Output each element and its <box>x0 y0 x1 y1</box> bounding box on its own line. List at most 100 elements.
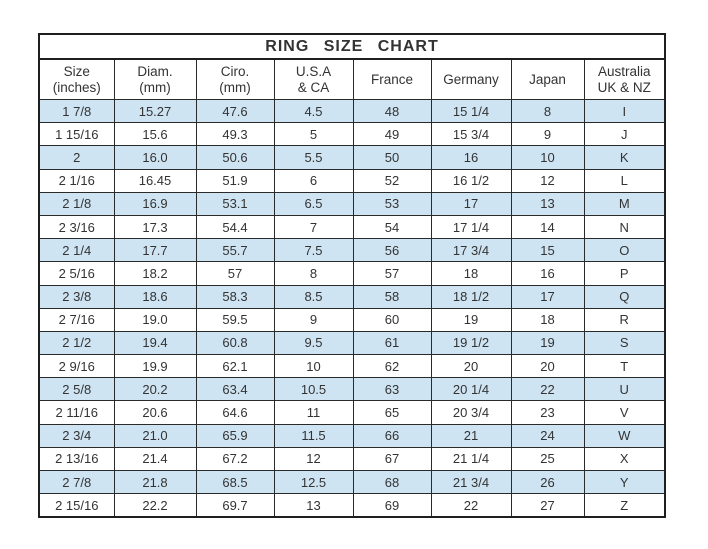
table-cell-japan: 17 <box>510 284 585 309</box>
table-cell-circumference-mm: 59.5 <box>195 307 275 332</box>
table-cell-usa-ca: 9 <box>273 307 354 332</box>
table-cell-japan: 9 <box>510 122 585 147</box>
table-row: 2 1/2 19.4 60.8 9.5 61 19 1/2 19 S <box>38 330 666 356</box>
table-cell-australia-uk-nz: I <box>583 98 666 124</box>
table-cell-size-inches: 2 <box>38 145 115 170</box>
table-cell-circumference-mm: 58.3 <box>195 284 275 309</box>
table-cell-size-inches: 2 7/16 <box>38 307 115 332</box>
table-cell-size-inches: 2 5/8 <box>38 377 115 402</box>
table-cell-usa-ca: 12 <box>273 446 354 472</box>
table-cell-germany: 18 1/2 <box>430 284 512 309</box>
table-cell-circumference-mm: 47.6 <box>195 98 275 124</box>
table-cell-japan: 12 <box>510 168 585 193</box>
table-cell-diameter-mm: 16.0 <box>113 145 197 170</box>
table-cell-germany: 21 3/4 <box>430 469 512 495</box>
table-cell-size-inches: 2 3/16 <box>38 214 115 240</box>
column-header-australia-uk-nz: Australia UK & NZ <box>583 58 666 100</box>
table-cell-japan: 15 <box>510 238 585 263</box>
table-row: 2 5/16 18.2 57 8 57 18 16 P <box>38 261 666 286</box>
table-cell-australia-uk-nz: U <box>583 377 666 402</box>
table-cell-size-inches: 2 5/16 <box>38 261 115 286</box>
table-cell-size-inches: 2 15/16 <box>38 493 115 518</box>
table-cell-france: 50 <box>352 145 432 170</box>
table-cell-circumference-mm: 54.4 <box>195 214 275 240</box>
table-cell-size-inches: 2 1/8 <box>38 191 115 216</box>
table-body: 1 7/8 15.27 47.6 4.5 48 15 1/4 8 I 1 15/… <box>38 98 666 518</box>
table-cell-usa-ca: 7 <box>273 214 354 240</box>
table-cell-circumference-mm: 51.9 <box>195 168 275 193</box>
table-cell-japan: 24 <box>510 423 585 448</box>
table-cell-circumference-mm: 55.7 <box>195 238 275 263</box>
table-cell-diameter-mm: 18.6 <box>113 284 197 309</box>
table-cell-usa-ca: 11 <box>273 400 354 425</box>
table-cell-france: 54 <box>352 214 432 240</box>
table-cell-japan: 27 <box>510 493 585 518</box>
table-cell-germany: 18 <box>430 261 512 286</box>
table-cell-australia-uk-nz: T <box>583 354 666 379</box>
table-cell-australia-uk-nz: Y <box>583 469 666 495</box>
table-cell-japan: 26 <box>510 469 585 495</box>
table-cell-diameter-mm: 21.4 <box>113 446 197 472</box>
table-cell-germany: 20 3/4 <box>430 400 512 425</box>
table-cell-australia-uk-nz: P <box>583 261 666 286</box>
table-cell-australia-uk-nz: M <box>583 191 666 216</box>
table-cell-usa-ca: 8 <box>273 261 354 286</box>
table-cell-usa-ca: 9.5 <box>273 330 354 356</box>
table-cell-france: 65 <box>352 400 432 425</box>
table-row: 1 7/8 15.27 47.6 4.5 48 15 1/4 8 I <box>38 98 666 124</box>
table-cell-diameter-mm: 18.2 <box>113 261 197 286</box>
table-cell-australia-uk-nz: L <box>583 168 666 193</box>
table-cell-diameter-mm: 19.9 <box>113 354 197 379</box>
table-row: 2 3/4 21.0 65.9 11.5 66 21 24 W <box>38 423 666 448</box>
table-cell-germany: 20 1/4 <box>430 377 512 402</box>
column-header-diameter-mm: Diam. (mm) <box>113 58 197 100</box>
table-cell-usa-ca: 5.5 <box>273 145 354 170</box>
table-cell-diameter-mm: 15.27 <box>113 98 197 124</box>
table-cell-circumference-mm: 65.9 <box>195 423 275 448</box>
table-cell-australia-uk-nz: W <box>583 423 666 448</box>
table-cell-germany: 22 <box>430 493 512 518</box>
title-row: RING SIZE CHART <box>38 33 666 60</box>
table-cell-size-inches: 2 11/16 <box>38 400 115 425</box>
table-cell-japan: 19 <box>510 330 585 356</box>
table-row: 2 7/16 19.0 59.5 9 60 19 18 R <box>38 307 666 332</box>
table-cell-germany: 15 1/4 <box>430 98 512 124</box>
table-cell-usa-ca: 6 <box>273 168 354 193</box>
table-row: 2 13/16 21.4 67.2 12 67 21 1/4 25 X <box>38 446 666 472</box>
table-cell-circumference-mm: 67.2 <box>195 446 275 472</box>
table-cell-size-inches: 1 15/16 <box>38 122 115 147</box>
table-cell-diameter-mm: 20.2 <box>113 377 197 402</box>
table-cell-circumference-mm: 49.3 <box>195 122 275 147</box>
table-cell-size-inches: 1 7/8 <box>38 98 115 124</box>
table-cell-diameter-mm: 17.7 <box>113 238 197 263</box>
table-cell-france: 68 <box>352 469 432 495</box>
table-cell-japan: 25 <box>510 446 585 472</box>
table-cell-germany: 17 <box>430 191 512 216</box>
table-row: 2 3/16 17.3 54.4 7 54 17 1/4 14 N <box>38 214 666 240</box>
table-cell-usa-ca: 11.5 <box>273 423 354 448</box>
table-cell-diameter-mm: 22.2 <box>113 493 197 518</box>
table-cell-diameter-mm: 16.45 <box>113 168 197 193</box>
table-row: 2 1/4 17.7 55.7 7.5 56 17 3/4 15 O <box>38 238 666 263</box>
table-cell-usa-ca: 13 <box>273 493 354 518</box>
table-cell-diameter-mm: 19.4 <box>113 330 197 356</box>
table-cell-diameter-mm: 19.0 <box>113 307 197 332</box>
table-cell-usa-ca: 5 <box>273 122 354 147</box>
table-row: 2 5/8 20.2 63.4 10.5 63 20 1/4 22 U <box>38 377 666 402</box>
table-cell-diameter-mm: 21.0 <box>113 423 197 448</box>
table-cell-france: 58 <box>352 284 432 309</box>
table-cell-size-inches: 2 3/4 <box>38 423 115 448</box>
table-cell-size-inches: 2 1/2 <box>38 330 115 356</box>
table-cell-france: 56 <box>352 238 432 263</box>
table-cell-france: 61 <box>352 330 432 356</box>
table-cell-size-inches: 2 1/16 <box>38 168 115 193</box>
table-row: 2 1/16 16.45 51.9 6 52 16 1/2 12 L <box>38 168 666 193</box>
table-cell-australia-uk-nz: Q <box>583 284 666 309</box>
ring-size-chart: RING SIZE CHART Size (inches) Diam. (mm)… <box>38 33 666 519</box>
table-cell-germany: 19 1/2 <box>430 330 512 356</box>
table-cell-germany: 19 <box>430 307 512 332</box>
table-cell-australia-uk-nz: S <box>583 330 666 356</box>
table-cell-germany: 16 <box>430 145 512 170</box>
column-header-size-inches: Size (inches) <box>38 58 115 100</box>
table-cell-size-inches: 2 1/4 <box>38 238 115 263</box>
